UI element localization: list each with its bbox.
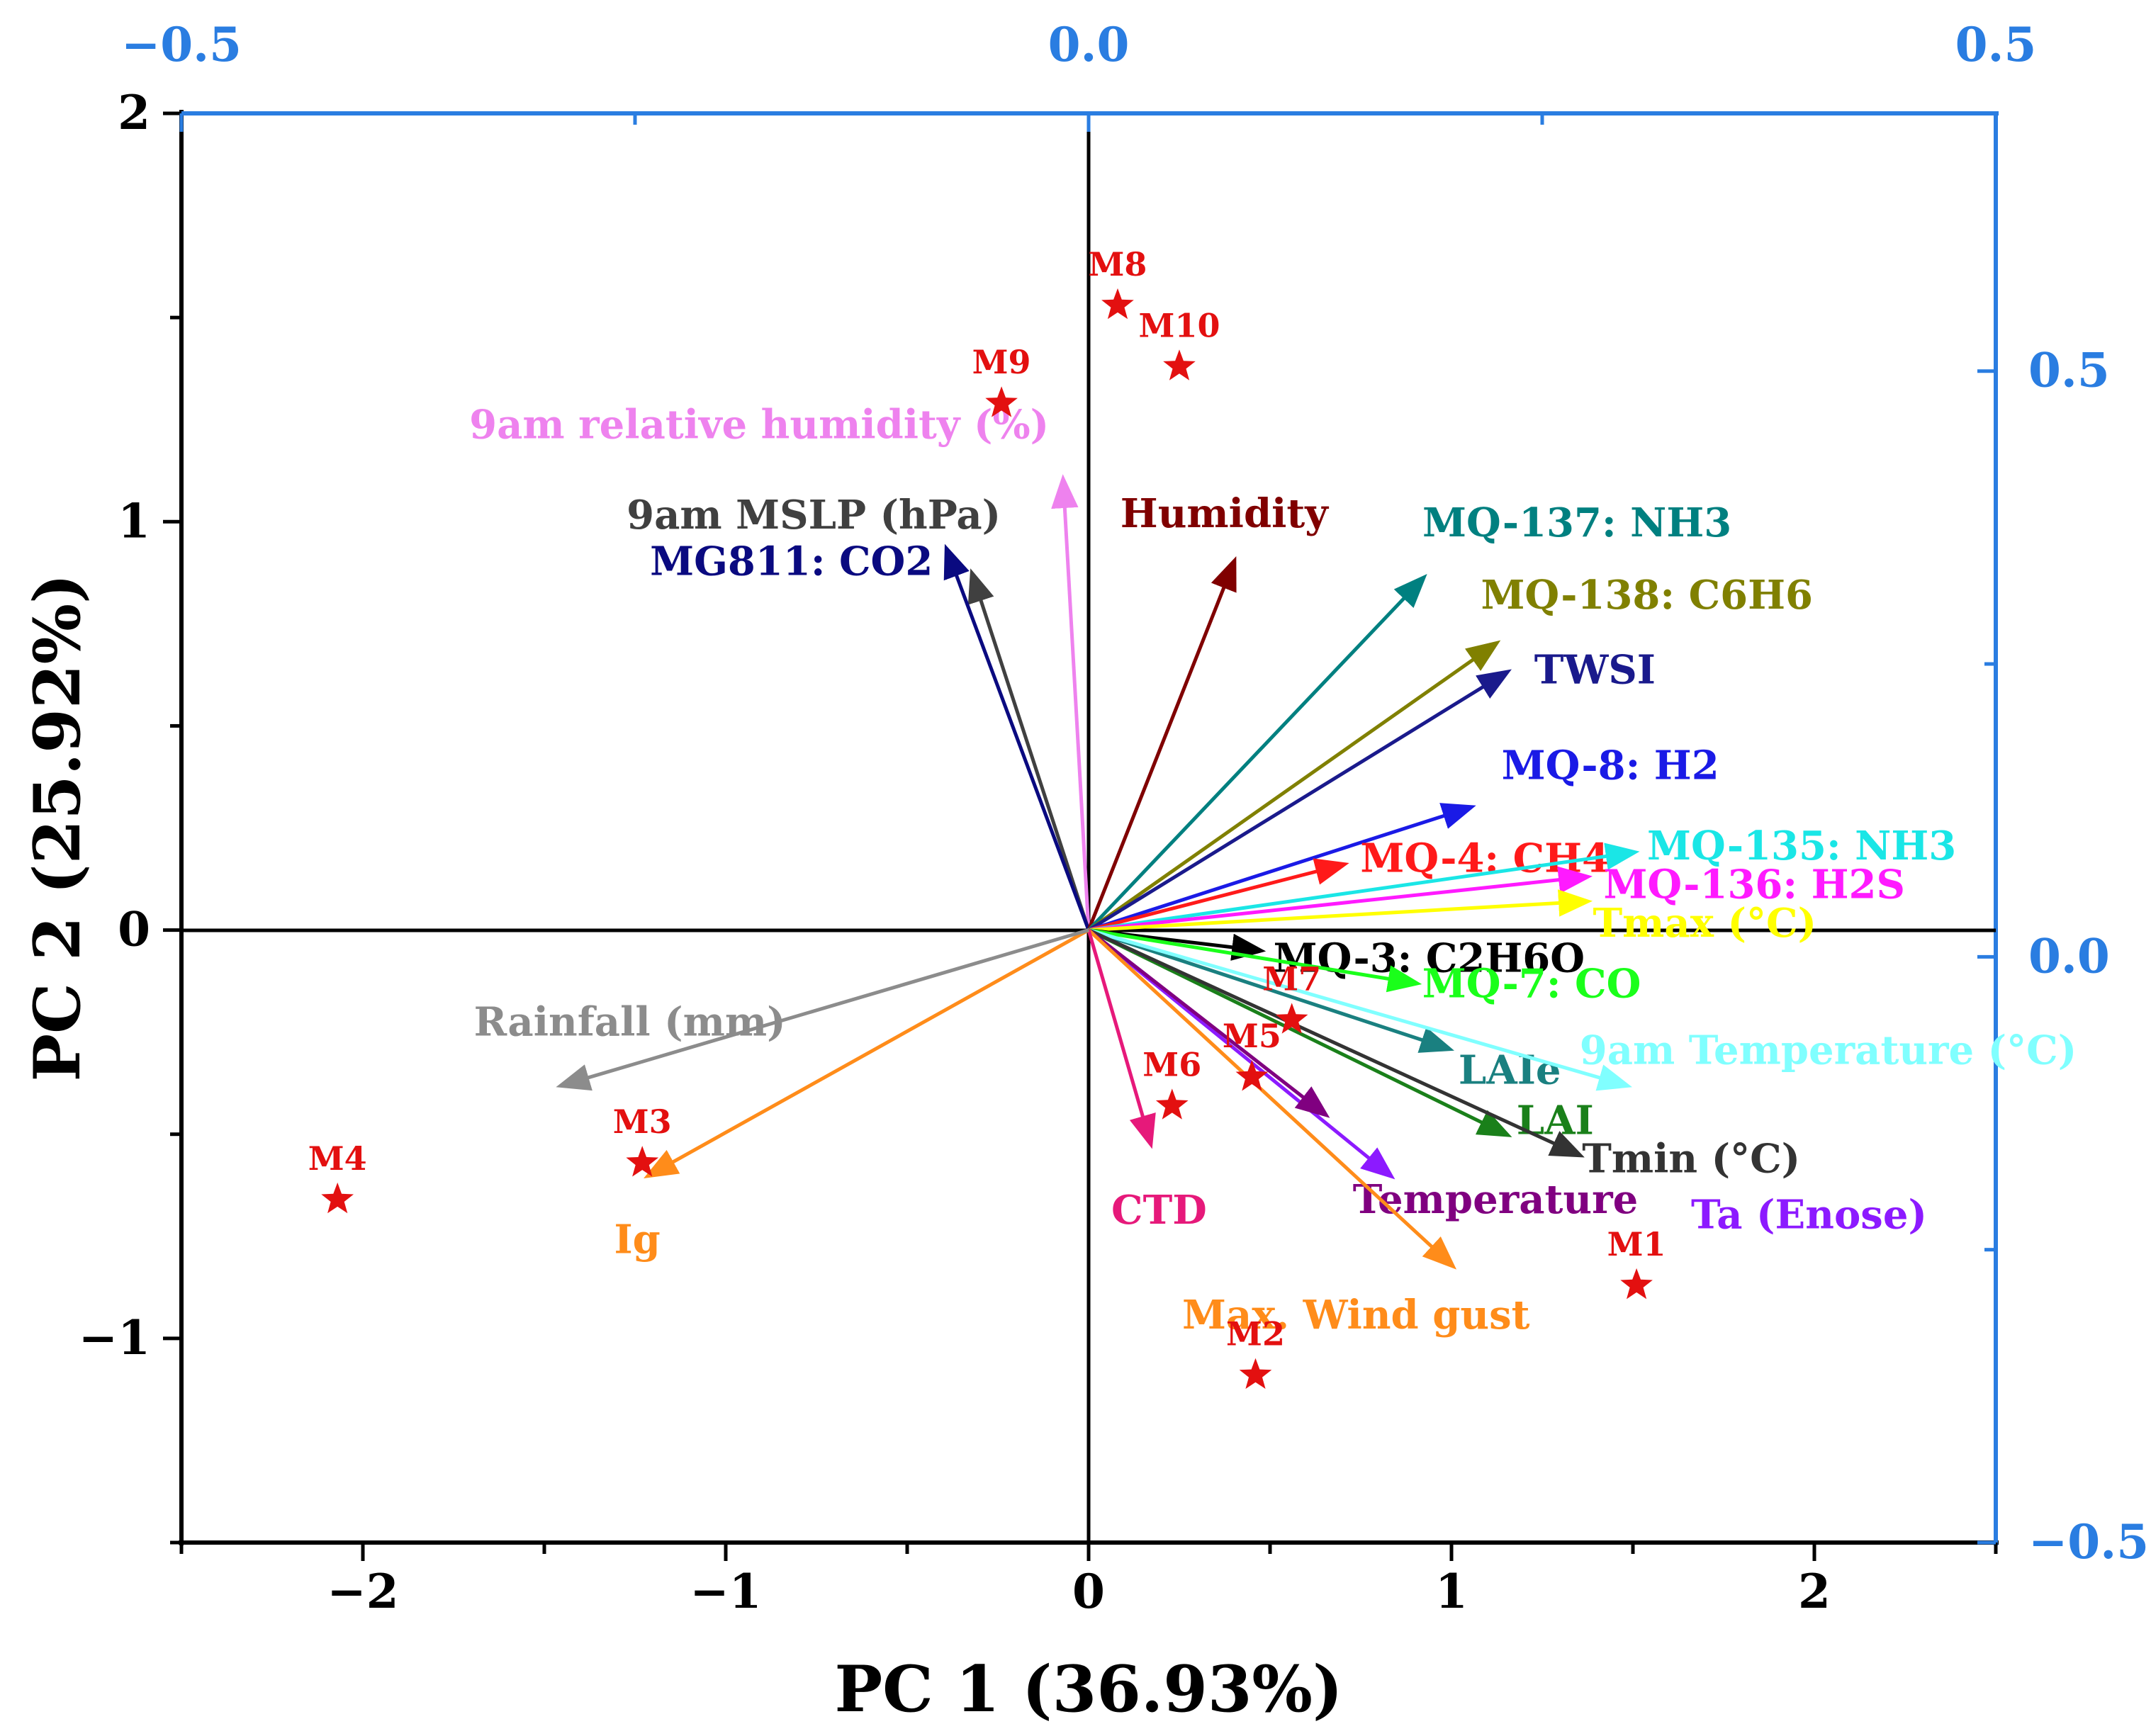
score-label: M4	[308, 1139, 367, 1178]
loading-arrow	[1088, 803, 1476, 932]
score-star-marker	[1275, 1003, 1308, 1034]
score-label: M2	[1226, 1315, 1285, 1353]
loading-label: TWSI	[1534, 647, 1656, 694]
score-label: M9	[972, 343, 1031, 381]
loading-label: 9am MSLP (hPa)	[627, 492, 1001, 539]
score-star-marker	[1239, 1358, 1272, 1390]
right-tick-label: 0.0	[2028, 928, 2110, 983]
x-axis-title: PC 1 (36.93%)	[834, 1652, 1342, 1727]
loading-label: MQ-3: C2H6O	[1274, 935, 1585, 981]
loading-label: LAIe	[1459, 1047, 1561, 1094]
y-tick-label: 2	[118, 85, 150, 140]
y-tick-label: 1	[118, 493, 150, 548]
loading-arrow	[1087, 669, 1512, 932]
x-axis-ticks: −2 −1 0 1 2	[179, 1543, 1998, 1619]
score-star-marker	[1155, 1088, 1189, 1120]
top-tick-label: −0.5	[121, 17, 242, 72]
right-axis-ticks: −0.5 0.0 0.5	[1977, 343, 2149, 1569]
loading-arrow	[1087, 928, 1585, 1158]
loading-arrow	[1087, 928, 1457, 1270]
score-star-marker	[321, 1182, 354, 1214]
y-tick-label: −1	[79, 1310, 150, 1365]
score-star-marker	[1101, 288, 1134, 320]
loading-label: MQ-7: CO	[1422, 960, 1641, 1007]
loading-arrow	[1088, 866, 1593, 932]
loading-arrow	[1086, 929, 1156, 1149]
y-tick-label: 0	[118, 902, 150, 957]
top-axis-ticks: −0.5 0.0 0.5	[121, 17, 2036, 132]
x-tick-label: −1	[690, 1564, 761, 1619]
loading-arrow	[1088, 928, 1454, 1053]
loading-arrow	[1087, 928, 1512, 1137]
loading-arrow	[556, 928, 1089, 1091]
loading-arrow	[1088, 842, 1640, 932]
loading-arrow	[1087, 928, 1330, 1118]
loading-label: CTD	[1111, 1187, 1207, 1234]
score-label: M10	[1139, 306, 1220, 344]
right-tick-label: 0.5	[2028, 343, 2110, 398]
loading-label: MQ-138: C6H6	[1481, 572, 1813, 619]
score-star-marker	[1620, 1268, 1653, 1300]
loading-arrow	[943, 543, 1091, 931]
loading-label: MG811: CO2	[650, 539, 933, 585]
loading-label: Tmin (°C)	[1582, 1136, 1800, 1183]
score-label: M3	[613, 1103, 672, 1141]
loading-label: Rainfall (mm)	[474, 999, 786, 1046]
score-label: M5	[1223, 1017, 1281, 1055]
loading-label: Humidity	[1121, 490, 1329, 537]
loading-arrow	[1087, 640, 1501, 932]
loading-label: Tmax (°C)	[1593, 900, 1816, 947]
loading-arrow	[1086, 556, 1237, 931]
right-tick-label: −0.5	[2028, 1514, 2149, 1569]
score-points: M1 M2 M3 M4 M5 M6 M7 M8 M9 M10	[308, 245, 1666, 1390]
score-star-marker	[1235, 1060, 1269, 1091]
loading-arrow	[1088, 889, 1593, 932]
score-star-marker	[626, 1146, 659, 1177]
score-label: M7	[1262, 959, 1321, 998]
loading-label: Max. Wind gust	[1182, 1292, 1530, 1338]
x-tick-label: 2	[1798, 1564, 1831, 1619]
loading-label: MQ-135: NH3	[1647, 823, 1956, 869]
x-tick-label: −2	[327, 1564, 398, 1619]
loading-label: Temperature	[1353, 1176, 1638, 1223]
loading-arrow	[644, 928, 1090, 1179]
top-tick-label: 0.5	[1955, 17, 2037, 72]
score-label: M1	[1607, 1225, 1666, 1263]
score-label: M6	[1142, 1045, 1201, 1083]
top-tick-label: 0.0	[1048, 17, 1130, 72]
loading-label: Ig	[614, 1216, 660, 1263]
y-axis-title: PC 2 (25.92%)	[20, 573, 95, 1081]
score-star-marker	[1163, 349, 1196, 381]
x-tick-label: 1	[1435, 1564, 1468, 1619]
loading-arrow	[1051, 474, 1091, 930]
loading-arrow	[967, 568, 1091, 931]
score-star-marker	[985, 386, 1018, 417]
loading-arrow	[1088, 928, 1422, 993]
x-tick-label: 0	[1072, 1564, 1105, 1619]
loading-label: MQ-137: NH3	[1422, 500, 1731, 546]
loading-vectors: 9am relative humidity (%)9am MSLP (hPa)M…	[469, 402, 2077, 1338]
score-label: M8	[1088, 245, 1147, 283]
loading-arrow	[1088, 858, 1349, 932]
loading-arrow	[1087, 574, 1427, 932]
y-axis-ticks: −1 0 1 2	[79, 85, 181, 1545]
loading-label: Ta (Enose)	[1691, 1191, 1927, 1238]
loading-arrow	[1088, 928, 1632, 1091]
loading-label: MQ-136: H2S	[1603, 862, 1904, 908]
loading-label: 9am relative humidity (%)	[469, 402, 1049, 449]
loading-label: 9am Temperature (°C)	[1580, 1027, 2077, 1074]
loading-label: MQ-8: H2	[1502, 743, 1719, 789]
